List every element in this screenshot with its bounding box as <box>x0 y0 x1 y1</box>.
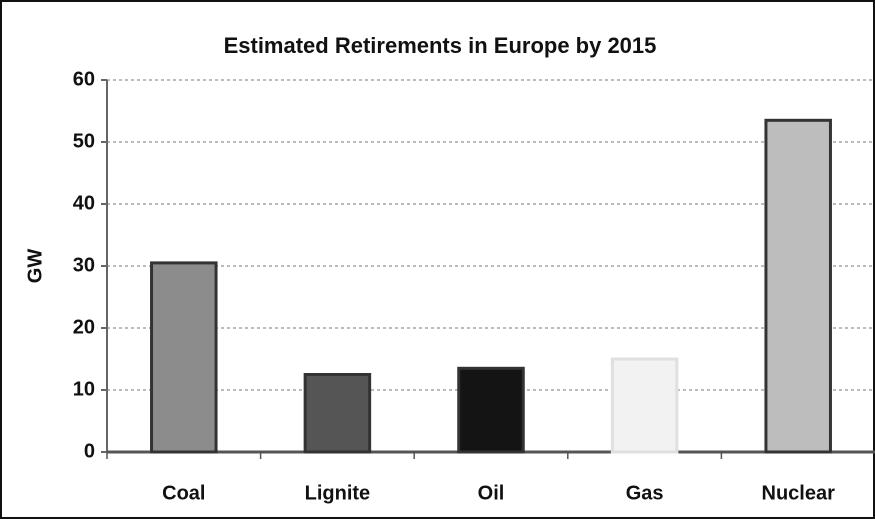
y-tick-label: 0 <box>84 440 95 462</box>
x-tick-label: Gas <box>626 482 664 504</box>
y-tick-label: 50 <box>73 130 95 152</box>
x-tick-label: Lignite <box>305 482 371 504</box>
y-tick-label: 40 <box>73 192 95 214</box>
y-tick-label: 10 <box>73 378 95 400</box>
chart-title: Estimated Retirements in Europe by 2015 <box>224 33 657 58</box>
bar <box>610 357 679 454</box>
x-tick-label: Coal <box>162 482 205 504</box>
bar <box>150 261 218 454</box>
bar <box>303 373 372 454</box>
y-axis-label: GW <box>24 249 46 284</box>
y-tick-label: 30 <box>73 254 95 276</box>
x-tick-label: Nuclear <box>762 482 836 504</box>
x-tick-label: Oil <box>478 482 505 504</box>
y-tick-label: 20 <box>73 316 95 338</box>
y-tick-label: 60 <box>73 68 95 90</box>
bar <box>457 366 525 454</box>
bar <box>764 118 832 454</box>
